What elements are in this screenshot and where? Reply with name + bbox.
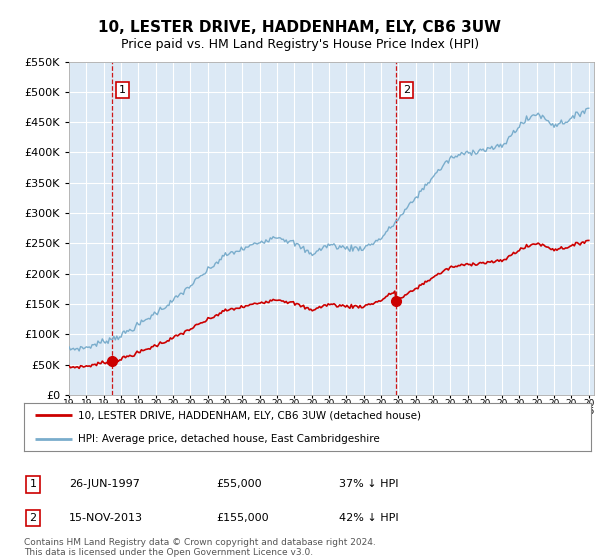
Text: 2: 2: [29, 513, 37, 523]
Text: 10, LESTER DRIVE, HADDENHAM, ELY, CB6 3UW: 10, LESTER DRIVE, HADDENHAM, ELY, CB6 3U…: [98, 20, 502, 35]
Text: 26-JUN-1997: 26-JUN-1997: [69, 479, 140, 489]
Text: 42% ↓ HPI: 42% ↓ HPI: [339, 513, 398, 523]
Text: 37% ↓ HPI: 37% ↓ HPI: [339, 479, 398, 489]
Text: 1: 1: [29, 479, 37, 489]
Text: £155,000: £155,000: [216, 513, 269, 523]
Text: Price paid vs. HM Land Registry's House Price Index (HPI): Price paid vs. HM Land Registry's House …: [121, 38, 479, 51]
Text: 1: 1: [119, 85, 126, 95]
Text: 10, LESTER DRIVE, HADDENHAM, ELY, CB6 3UW (detached house): 10, LESTER DRIVE, HADDENHAM, ELY, CB6 3U…: [78, 410, 421, 420]
Text: £55,000: £55,000: [216, 479, 262, 489]
Text: HPI: Average price, detached house, East Cambridgeshire: HPI: Average price, detached house, East…: [78, 434, 380, 444]
Text: 2: 2: [403, 85, 410, 95]
Text: Contains HM Land Registry data © Crown copyright and database right 2024.
This d: Contains HM Land Registry data © Crown c…: [24, 538, 376, 557]
Text: 15-NOV-2013: 15-NOV-2013: [69, 513, 143, 523]
